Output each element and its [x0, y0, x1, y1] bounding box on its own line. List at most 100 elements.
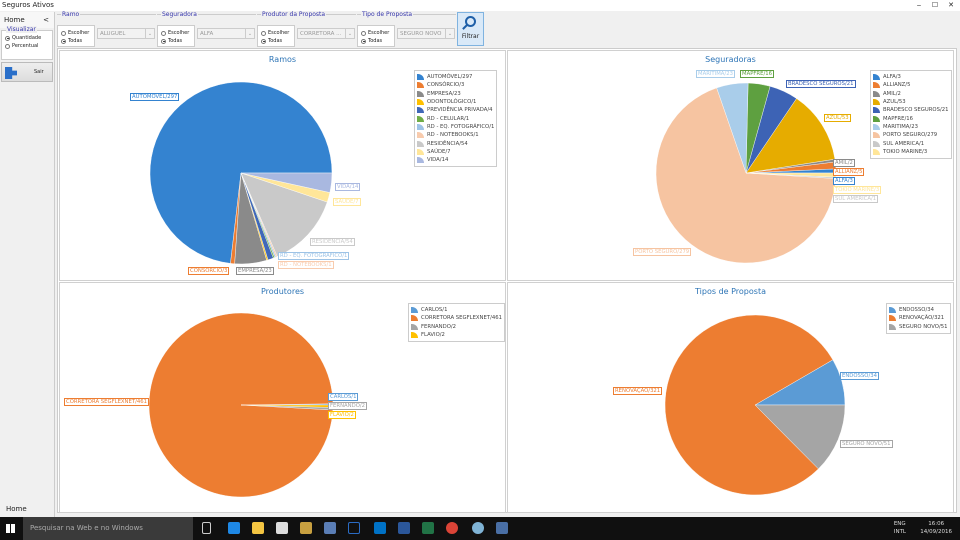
radio-todas[interactable]: Todas	[58, 37, 94, 45]
app-icon-2[interactable]	[348, 522, 360, 534]
radio-todas[interactable]: Todas	[258, 37, 294, 45]
legend-item[interactable]: RD - CELULAR/1	[417, 114, 494, 122]
legend-item[interactable]: PORTO SEGURO/279	[873, 131, 949, 139]
app-icon[interactable]	[324, 522, 336, 534]
pie-slice-azul[interactable]	[745, 98, 836, 174]
data-label: BRADESCO SEGUROS/21	[786, 80, 856, 88]
legend-label: RD - NOTEBOOKS/1	[427, 132, 479, 139]
data-label: AZUL/53	[824, 114, 851, 122]
chart-legend: CARLOS/1 CORRETORA SEGFLEXNET/461 FERNANDO…	[408, 303, 505, 343]
legend-label: RD - CELULAR/1	[427, 115, 470, 122]
radio-label: Escolher	[168, 30, 190, 36]
legend-label: AUTOMÓVEL/297	[427, 74, 473, 81]
legend-swatch-icon	[889, 323, 896, 330]
word-icon[interactable]	[398, 522, 410, 534]
legend-item[interactable]: SUL AMERICA/1	[873, 139, 949, 147]
pie-slice-seguro-novo[interactable]	[754, 404, 846, 470]
legend-label: SUL AMERICA/1	[883, 140, 925, 147]
seguradora-select[interactable]: ALFA ⌄	[197, 28, 255, 39]
radio-quantidade[interactable]: Quantidade	[2, 34, 52, 42]
legend-item[interactable]: ENDOSSO/34	[889, 306, 948, 314]
legend-item[interactable]: SAÚDE/7	[417, 148, 494, 156]
pie-slice-renova-o[interactable]	[664, 314, 834, 496]
select-value: CORRETORA ...	[300, 31, 342, 37]
edge-icon[interactable]	[228, 522, 240, 534]
radio-escolher[interactable]: Escolher	[158, 29, 194, 37]
legend-label: VIDA/14	[427, 157, 449, 164]
radio-escolher[interactable]: Escolher	[358, 29, 394, 37]
legend-item[interactable]: CARLOS/1	[411, 306, 502, 314]
legend-item[interactable]: ODONTOLÓGICO/1	[417, 98, 494, 106]
pie-slice-vida[interactable]	[240, 172, 333, 193]
legend-item[interactable]: CORRETORA SEGFLEXNET/461	[411, 314, 502, 322]
legend-item[interactable]: EMPRESA/23	[417, 90, 494, 98]
legend-item[interactable]: RD - EQ. FOTOGRÁFICO/1	[417, 123, 494, 131]
file-explorer-icon[interactable]	[252, 522, 264, 534]
radio-todas[interactable]: Todas	[158, 37, 194, 45]
legend-item[interactable]: MARITIMA/23	[873, 123, 949, 131]
legend-item[interactable]: AUTOMÓVEL/297	[417, 73, 494, 81]
task-view-icon[interactable]	[202, 522, 211, 534]
legend-item[interactable]: TOKIO MARINE/3	[873, 148, 949, 156]
radio-percentual[interactable]: Percentual	[2, 42, 52, 50]
legend-item[interactable]: CONSÓRCIO/3	[417, 81, 494, 89]
tools-icon[interactable]	[300, 522, 312, 534]
outlook-icon[interactable]	[374, 522, 386, 534]
taskbar-search[interactable]: Pesquisar na Web e no Windows	[23, 517, 193, 540]
tipo-select[interactable]: SEGURO NOVO ⌄	[397, 28, 455, 39]
chevron-down-icon: ⌄	[445, 29, 454, 38]
legend-label: TOKIO MARINE/3	[883, 148, 928, 155]
windows-start-icon[interactable]	[6, 524, 15, 533]
legend-item[interactable]: BRADESCO SEGUROS/21	[873, 106, 949, 114]
radio-escolher[interactable]: Escolher	[58, 29, 94, 37]
tray-language[interactable]: ENG INTL	[894, 520, 906, 536]
minimize-button[interactable]: ‒	[916, 1, 922, 9]
legend-item[interactable]: AZUL/53	[873, 98, 949, 106]
tray-clock[interactable]: 16:06 14/09/2016	[920, 520, 952, 536]
legend-item[interactable]: VIDA/14	[417, 156, 494, 164]
pie-slice-autom-vel[interactable]	[149, 81, 333, 264]
legend-swatch-icon	[417, 148, 424, 155]
legend-item[interactable]: FERNANDO/2	[411, 323, 502, 331]
pie-slice-porto-seguro[interactable]	[655, 87, 837, 264]
sidebar-home[interactable]: Home <	[0, 12, 54, 28]
select-value: SEGURO NOVO	[400, 31, 442, 37]
legend-item[interactable]: RESIDÊNCIA/54	[417, 139, 494, 147]
excel-icon[interactable]	[422, 522, 434, 534]
legend-item[interactable]: ALLIANZ/5	[873, 81, 949, 89]
maximize-button[interactable]: ☐	[931, 1, 939, 9]
store-icon[interactable]	[276, 522, 288, 534]
legend-item[interactable]: PREVIDÊNCIA PRIVADA/4	[417, 106, 494, 114]
filter-seguradora: Seguradora Escolher Todas ALFA ⌄	[157, 11, 256, 47]
ramo-select[interactable]: ALUGUEL ⌄	[97, 28, 155, 39]
filter-ramo: Ramo Escolher Todas ALUGUEL ⌄	[57, 11, 156, 47]
data-label: ALLIANZ/5	[833, 168, 865, 176]
data-label: FLAVIO/2	[328, 411, 356, 419]
window-title-bar: Seguros Ativos ‒ ☐ ✕	[0, 0, 960, 11]
radio-todas[interactable]: Todas	[358, 37, 394, 45]
radio-label: Todas	[68, 38, 83, 44]
sair-button[interactable]: Sair	[1, 62, 53, 82]
legend-item[interactable]: ALFA/3	[873, 73, 949, 81]
legend-item[interactable]: RENOVAÇÃO/321	[889, 314, 948, 322]
chrome-icon[interactable]	[446, 522, 458, 534]
active-app-icon[interactable]	[472, 522, 484, 534]
legend-item[interactable]: FLAVIO/2	[411, 331, 502, 339]
filtrar-button[interactable]: Filtrar	[457, 12, 484, 46]
radio-escolher[interactable]: Escolher	[258, 29, 294, 37]
collapse-icon[interactable]: <	[43, 16, 49, 24]
legend-item[interactable]: RD - NOTEBOOKS/1	[417, 131, 494, 139]
legend-label: BRADESCO SEGUROS/21	[883, 107, 949, 114]
app-icon-3[interactable]	[496, 522, 508, 534]
radio-label: Todas	[168, 38, 183, 44]
produtor-select[interactable]: CORRETORA ... ⌄	[297, 28, 355, 39]
legend-item[interactable]: AMIL/2	[873, 90, 949, 98]
home-tab-bottom[interactable]: Home	[6, 505, 27, 513]
close-button[interactable]: ✕	[948, 1, 954, 9]
legend-label: SEGURO NOVO/51	[899, 323, 948, 330]
filtrar-label: Filtrar	[461, 33, 480, 40]
legend-item[interactable]: MAPFRE/16	[873, 114, 949, 122]
legend-item[interactable]: SEGURO NOVO/51	[889, 323, 948, 331]
data-label: MAPFRE/16	[740, 70, 774, 78]
legend-swatch-icon	[417, 82, 424, 89]
